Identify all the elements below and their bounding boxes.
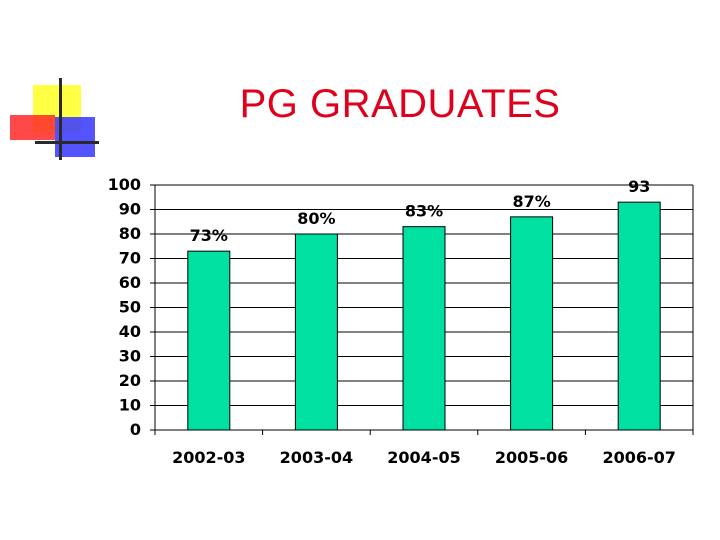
y-tick-label: 100: [108, 175, 141, 194]
logo-horizontal-line: [35, 141, 99, 144]
x-tick-label: 2004-05: [387, 448, 460, 467]
y-tick-label: 70: [119, 249, 141, 268]
bar: [294, 233, 338, 431]
data-label: 73%: [190, 226, 228, 245]
page-title: PG GRADUATES: [239, 82, 561, 126]
y-tick-label: 30: [119, 347, 141, 366]
bar: [510, 216, 554, 431]
office-squares-logo: [0, 0, 100, 170]
data-labels: 73% 80% 83% 87% 93: [190, 177, 651, 245]
x-tick-label: 2005-06: [495, 448, 568, 467]
bar: [187, 250, 231, 431]
y-tick-label: 50: [119, 298, 141, 317]
bar: [617, 201, 661, 431]
data-label: 87%: [512, 192, 550, 211]
x-tick-labels: 2002-03 2003-04 2004-05 2005-06 2006-07: [172, 448, 676, 467]
y-tick-label: 80: [119, 224, 141, 243]
axes: [150, 184, 694, 435]
data-label: 83%: [405, 202, 443, 221]
y-tick-label: 90: [119, 200, 141, 219]
y-tick-label: 40: [119, 322, 141, 341]
red-bar: [10, 115, 55, 140]
data-label: 93: [628, 177, 650, 196]
y-tick-label: 10: [119, 396, 141, 415]
bar: [402, 226, 446, 431]
x-tick-label: 2006-07: [602, 448, 675, 467]
x-tick-label: 2003-04: [280, 448, 353, 467]
data-label: 80%: [297, 209, 335, 228]
y-tick-labels: 0 10 20 30 40 50 60 70 80 90 100: [108, 175, 141, 439]
bars: [187, 201, 661, 431]
y-tick-label: 20: [119, 371, 141, 390]
x-tick-label: 2002-03: [172, 448, 245, 467]
y-tick-label: 60: [119, 273, 141, 292]
y-tick-label: 0: [130, 420, 141, 439]
logo-vertical-line: [59, 78, 62, 160]
